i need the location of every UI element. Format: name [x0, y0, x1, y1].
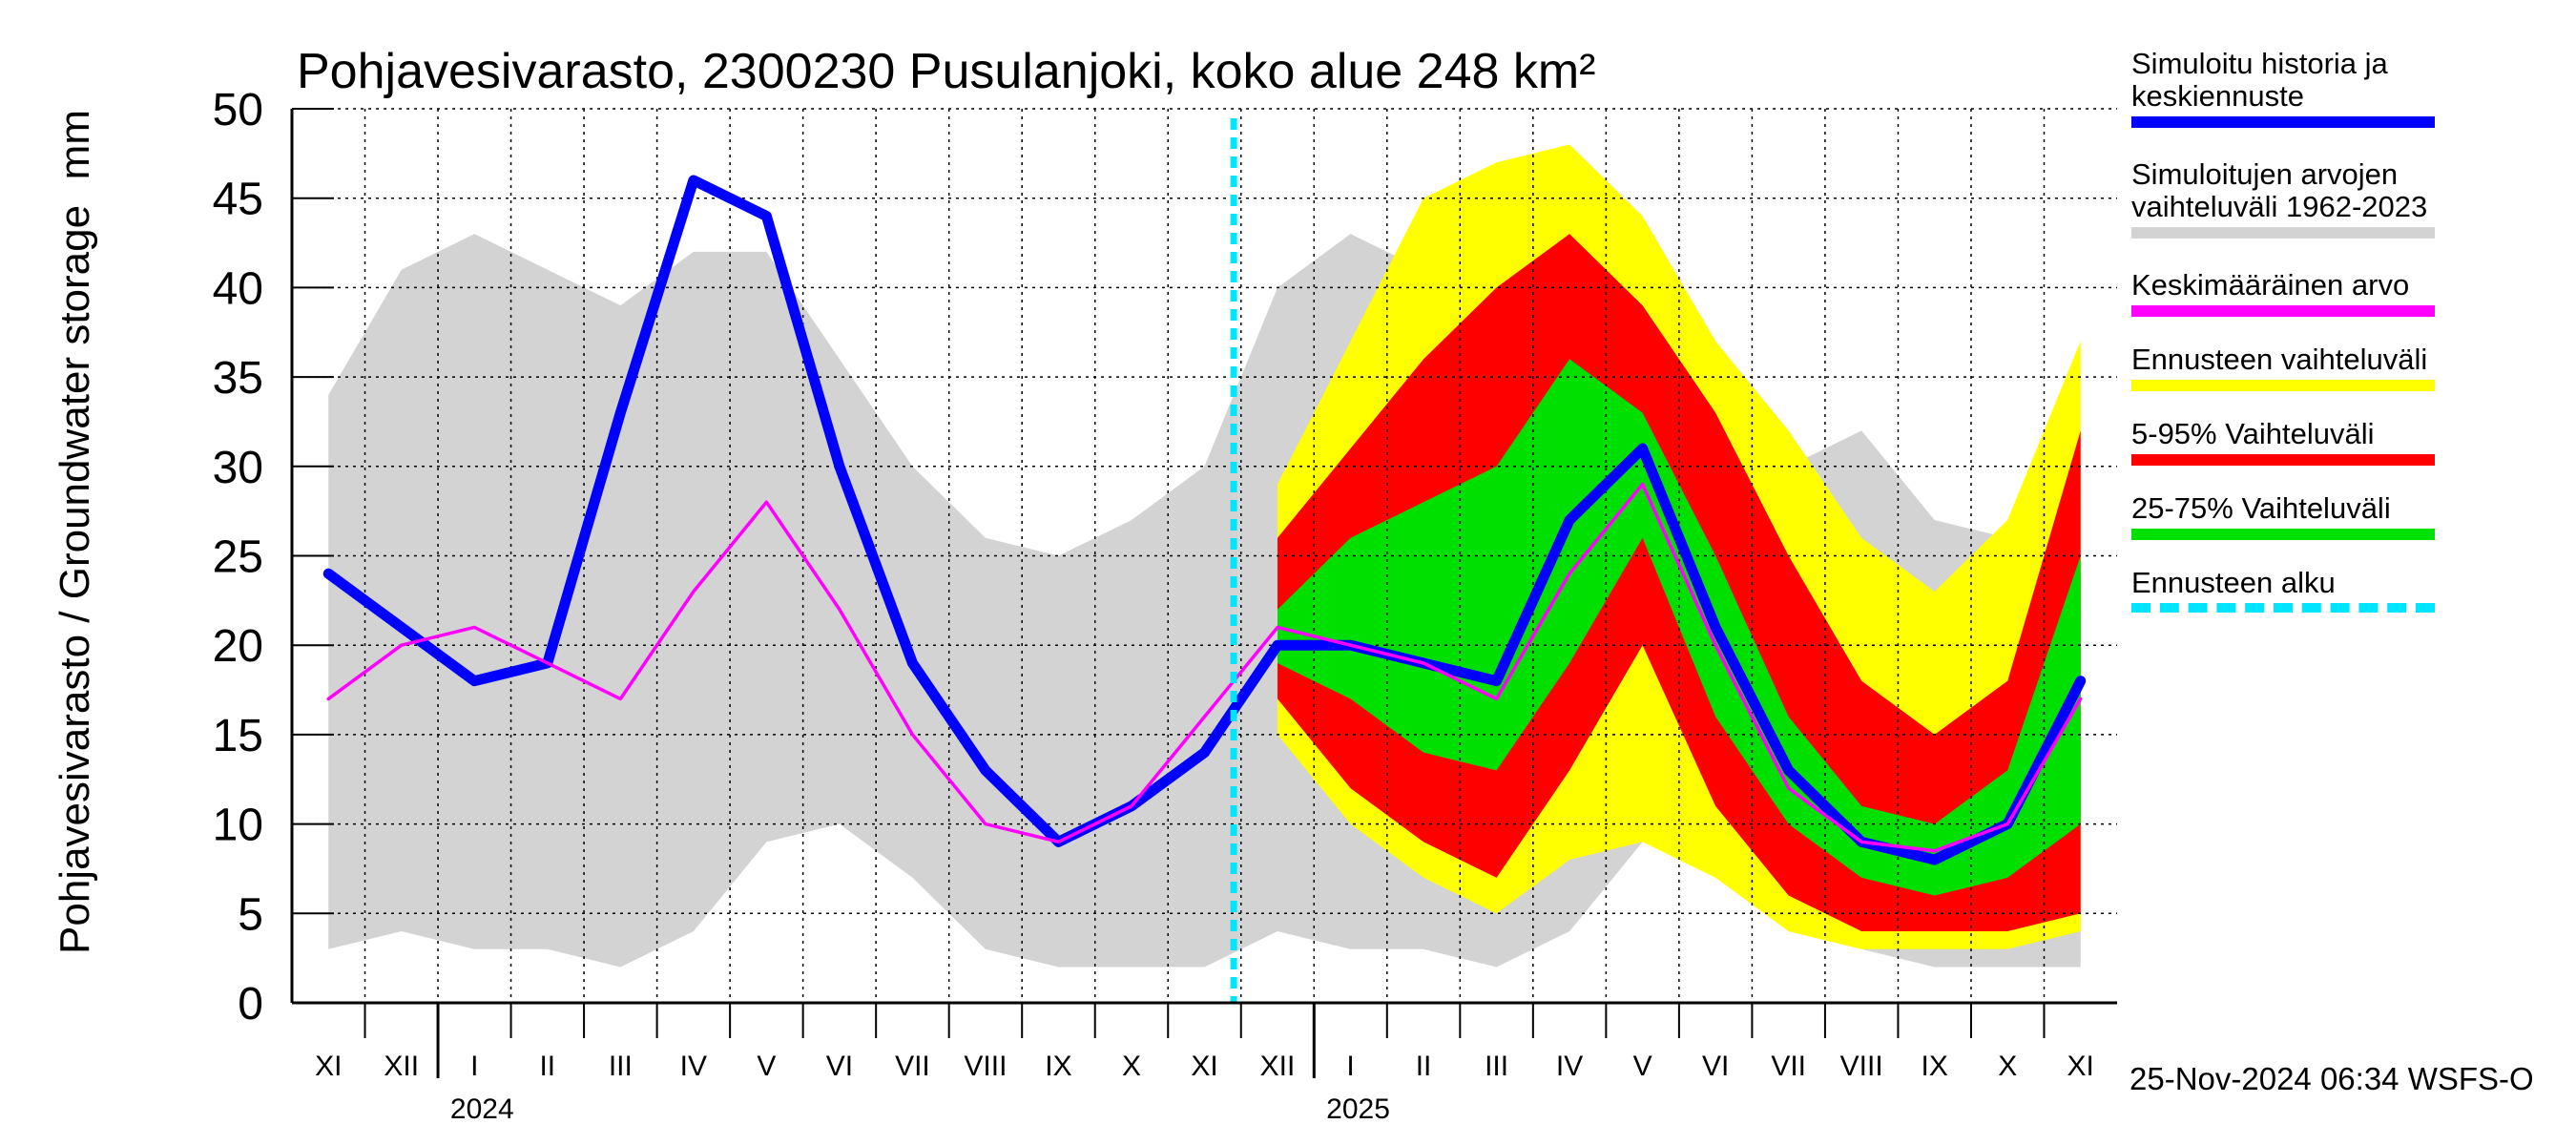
x-tick-label: X [1998, 1051, 2017, 1082]
x-tick-label: VIII [1840, 1051, 1883, 1082]
y-tick-label: 45 [213, 175, 263, 225]
y-axis-unit: mm [52, 110, 98, 179]
legend-item: Simuloitujen arvojen vaihteluväli 1962-2… [2131, 158, 2446, 239]
x-tick-label: IX [1045, 1051, 1071, 1082]
legend-item: Ennusteen vaihteluväli [2131, 344, 2446, 391]
x-tick-label: V [757, 1051, 776, 1082]
x-tick-label: VII [1771, 1051, 1806, 1082]
x-tick-label: XI [1191, 1051, 1217, 1082]
legend-swatch [2131, 454, 2435, 466]
y-tick-label: 40 [213, 263, 263, 314]
y-tick-label: 25 [213, 532, 263, 583]
x-tick-label: XII [384, 1051, 419, 1082]
legend-item: 5-95% Vaihteluväli [2131, 418, 2446, 466]
x-tick-label: VI [826, 1051, 853, 1082]
x-tick-label: IX [1922, 1051, 1948, 1082]
legend-label: Ennusteen vaihteluväli [2131, 343, 2428, 376]
y-tick-label: 35 [213, 353, 263, 404]
legend-label: 5-95% Vaihteluväli [2131, 417, 2375, 450]
legend-item: Ennusteen alku [2131, 567, 2446, 613]
legend-item: 25-75% Vaihteluväli [2131, 492, 2446, 540]
y-tick-label: 5 [238, 889, 263, 940]
legend-swatch [2131, 116, 2435, 128]
legend-label: Simuloitujen arvojen vaihteluväli 1962-2… [2131, 157, 2428, 223]
x-tick-label: I [1346, 1051, 1354, 1082]
legend-label: Keskimääräinen arvo [2131, 268, 2410, 302]
year-label: 2024 [450, 1093, 514, 1125]
y-tick-label: 0 [238, 979, 263, 1030]
x-tick-label: IV [680, 1051, 707, 1082]
lines [322, 118, 2087, 1003]
x-tick-label: II [1416, 1051, 1432, 1082]
x-tick-label: III [1485, 1051, 1508, 1082]
year-label: 2025 [1326, 1093, 1390, 1125]
footer: 25-Nov-2024 06:34 WSFS-O [2129, 1061, 2534, 1096]
y-axis-label: Pohjavesivarasto / Groundwater storage [52, 205, 98, 954]
legend-label: Ennusteen alku [2131, 566, 2336, 599]
series-line [322, 175, 2087, 865]
y-tick-label: 10 [213, 801, 263, 851]
series-line [326, 482, 2083, 853]
legend-item: Simuloitu historia ja keskiennuste [2131, 48, 2446, 128]
x-tick-label: XI [2067, 1051, 2094, 1082]
y-tick-label: 15 [213, 711, 263, 761]
legend-swatch [2131, 305, 2435, 317]
x-tick-label: XI [315, 1051, 342, 1082]
legend-label: 25-75% Vaihteluväli [2131, 491, 2391, 525]
x-tick-label: II [539, 1051, 555, 1082]
legend-swatch [2131, 380, 2435, 391]
x-tick-label: X [1122, 1051, 1141, 1082]
legend-swatch [2131, 603, 2435, 613]
legend-swatch [2131, 529, 2435, 540]
y-tick-label: 50 [213, 85, 263, 135]
x-tick-label: VI [1702, 1051, 1729, 1082]
y-tick-label: 30 [213, 443, 263, 493]
y-tick-label: 20 [213, 621, 263, 672]
band-area [1278, 359, 2081, 896]
x-tick-label: IV [1556, 1051, 1583, 1082]
x-tick-label: V [1633, 1051, 1652, 1082]
x-tick-label: I [470, 1051, 478, 1082]
legend-label: Simuloitu historia ja keskiennuste [2131, 47, 2388, 113]
legend-item: Keskimääräinen arvo [2131, 269, 2446, 317]
x-tick-label: III [609, 1051, 633, 1082]
x-tick-label: VIII [964, 1051, 1007, 1082]
x-tick-label: XII [1260, 1051, 1296, 1082]
chart-title: Pohjavesivarasto, 2300230 Pusulanjoki, k… [297, 44, 1596, 99]
legend-swatch [2131, 227, 2435, 239]
x-tick-label: VII [895, 1051, 930, 1082]
